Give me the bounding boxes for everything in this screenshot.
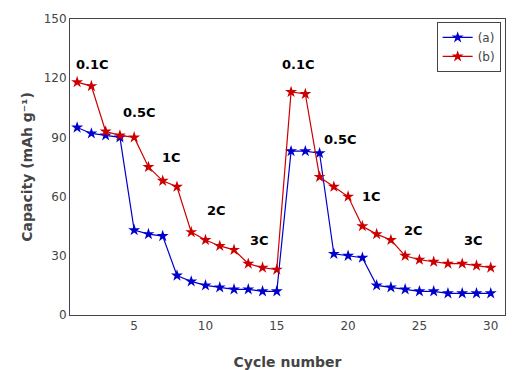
svg-text:Cycle number: Cycle number	[234, 354, 342, 370]
svg-text:0.5C: 0.5C	[123, 105, 156, 120]
svg-text:90: 90	[51, 131, 66, 145]
svg-text:0.1C: 0.1C	[282, 57, 315, 72]
svg-text:20: 20	[340, 319, 355, 333]
svg-text:30: 30	[51, 249, 66, 263]
svg-text:60: 60	[51, 190, 66, 204]
svg-text:(b): (b)	[478, 50, 495, 64]
svg-text:3C: 3C	[250, 233, 269, 248]
svg-text:5: 5	[130, 319, 138, 333]
svg-text:10: 10	[198, 319, 213, 333]
svg-text:15: 15	[269, 319, 284, 333]
svg-text:0.1C: 0.1C	[76, 57, 109, 72]
svg-text:0: 0	[59, 308, 67, 322]
svg-text:0.5C: 0.5C	[324, 132, 357, 147]
svg-text:1C: 1C	[162, 150, 181, 165]
svg-text:30: 30	[483, 319, 498, 333]
svg-text:120: 120	[44, 71, 67, 85]
svg-text:2C: 2C	[404, 223, 423, 238]
svg-text:1C: 1C	[362, 189, 381, 204]
svg-text:25: 25	[412, 319, 427, 333]
svg-text:2C: 2C	[207, 203, 226, 218]
svg-text:3C: 3C	[464, 233, 483, 248]
svg-text:(a): (a)	[478, 31, 495, 45]
svg-text:150: 150	[44, 12, 67, 26]
svg-text:Capacity (mAh g⁻¹): Capacity (mAh g⁻¹)	[19, 92, 35, 242]
